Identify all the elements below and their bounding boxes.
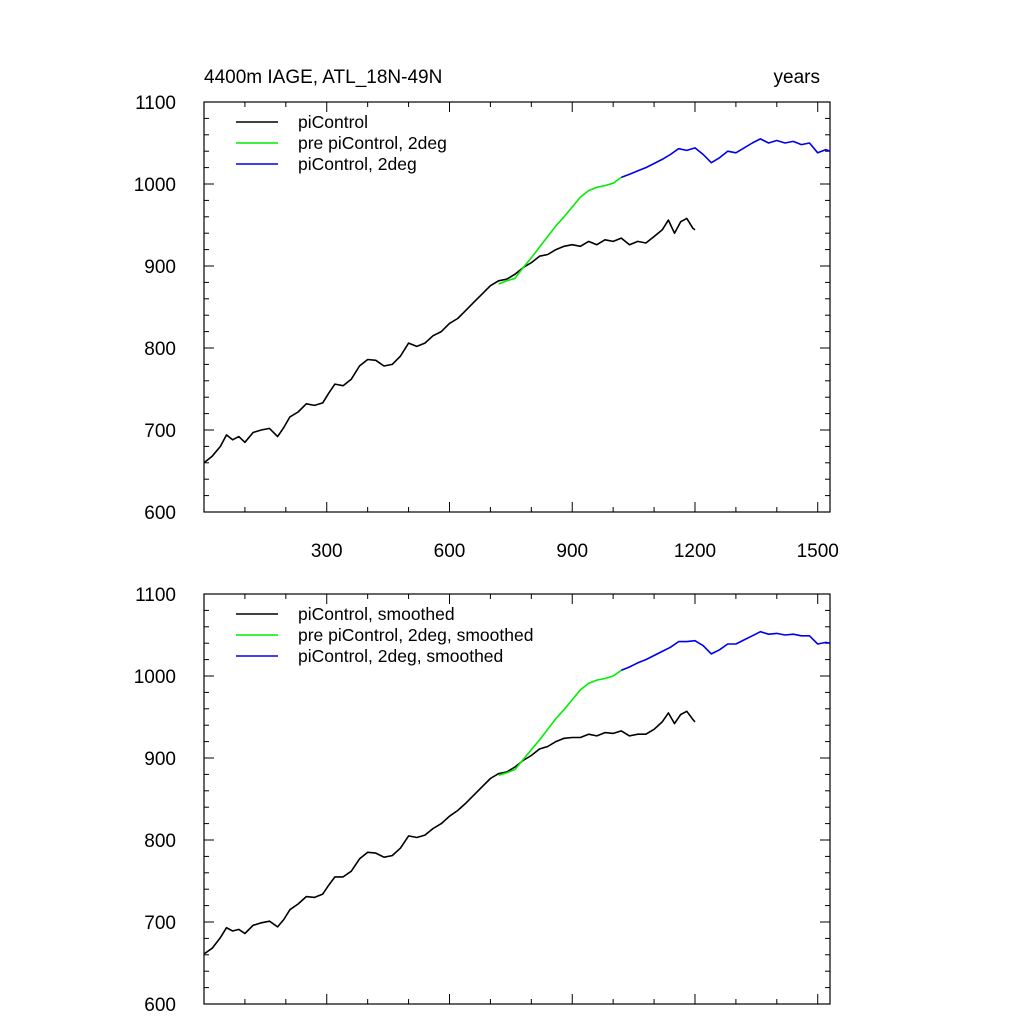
y-tick-label: 700	[144, 913, 176, 934]
plot-frame	[203, 593, 831, 1005]
y-tick-label: 1000	[134, 667, 176, 688]
y-tick-label: 800	[144, 339, 176, 360]
y-tick-label: 700	[144, 421, 176, 442]
y-tick-label: 600	[144, 995, 176, 1016]
y-tick-label: 1100	[135, 93, 176, 114]
legend-label-2: piControl, 2deg, smoothed	[298, 646, 503, 666]
x-tick-label: 600	[434, 541, 466, 562]
legend-label-1: pre piControl, 2deg	[298, 133, 447, 153]
x-tick-label: 1200	[674, 541, 716, 562]
y-tick-label: 1000	[134, 175, 176, 196]
x-tick-label: 300	[311, 541, 343, 562]
legend-label-2: piControl, 2deg	[298, 154, 417, 174]
legend-label-1: pre piControl, 2deg, smoothed	[298, 625, 533, 645]
series-line-2	[621, 630, 831, 672]
y-tick-label: 900	[144, 257, 176, 278]
series-line-1	[498, 176, 622, 285]
y-tick-label: 900	[144, 749, 176, 770]
series-line-0	[203, 710, 696, 955]
x-tick-label: 900	[556, 541, 588, 562]
legend-label-0: piControl, smoothed	[298, 604, 455, 624]
x-tick-label: 1500	[797, 541, 839, 562]
y-tick-label: 600	[144, 503, 176, 524]
series-line-2	[621, 138, 831, 179]
chart-title-right: years	[774, 67, 820, 88]
y-tick-label: 1100	[135, 585, 176, 606]
series-line-0	[203, 217, 696, 464]
plot-frame	[203, 101, 831, 513]
top-panel: 4400m IAGE, ATL_18N-49N years 300 600 900 1…	[134, 67, 839, 562]
y-tick-label: 800	[144, 831, 176, 852]
series-line-1	[498, 669, 622, 776]
chart-title: 4400m IAGE, ATL_18N-49N	[204, 67, 442, 88]
legend-label-0: piControl	[298, 112, 368, 132]
